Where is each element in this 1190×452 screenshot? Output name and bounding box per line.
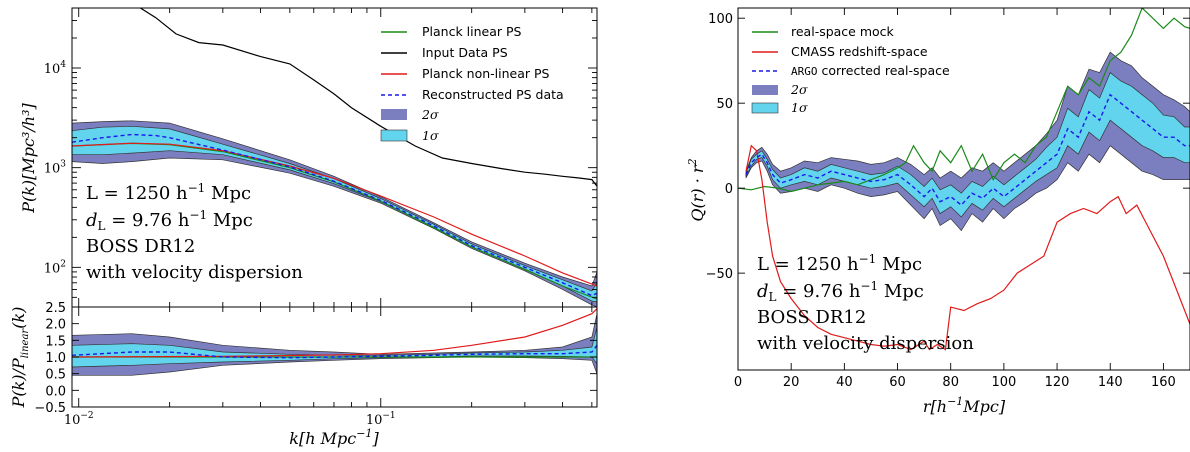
ratio-ytick-label: 1.0: [45, 351, 66, 366]
correlation-annotation: L = 1250 h−1 Mpc dL = 9.76 h−1 Mpc BOSS …: [757, 252, 974, 354]
power-spectrum-annotation: L = 1250 h−1 Mpc dL = 9.76 h−1 Mpc BOSS …: [86, 181, 303, 283]
annotation-survey-right: BOSS DR12: [757, 307, 866, 328]
legend-swatch-1sigma: [380, 129, 408, 142]
k-xtick-label: 10−2: [64, 411, 94, 428]
legend-label-input: Input Data PS: [422, 45, 508, 60]
annotation-resolution-right: dL = 9.76 h−1 Mpc: [757, 279, 924, 304]
corr-band-one-sigma: [745, 72, 1190, 218]
r-xtick-label: 20: [783, 375, 800, 390]
k-xtick-label: 10−1: [366, 411, 396, 428]
ratio-series-planck-non-linear-ps: [72, 308, 597, 358]
ratio-ytick-label: 1.5: [45, 334, 66, 349]
correlation-ticks: 0 20 40 60 80 100 120 140 160 −50 0 50 100: [706, 8, 1190, 390]
annotation-survey: BOSS DR12: [86, 236, 195, 257]
ratio-band-one-sigma: [72, 326, 597, 368]
correlation-plot-area: [738, 8, 1190, 351]
power-spectrum-plot-area: [72, 8, 597, 307]
ratio-panel: −0.5 0.00.5 1.0 1.52.0 2.5 10−2 10−1 P(k)/Plin…: [9, 301, 598, 448]
q-ytick-label: 50: [716, 97, 733, 112]
r-xtick-label: 60: [889, 375, 906, 390]
correlation-y-label: Q(r) · r2: [686, 158, 707, 221]
q-ytick-label: −50: [706, 267, 733, 282]
r-axis-label: r[h−1Mpc]: [923, 395, 1006, 416]
legend-label-1sigma: 1σ: [422, 128, 439, 143]
legend-swatch-1sigma-right: [751, 102, 779, 114]
ps-series-input-data-ps: [140, 8, 597, 187]
annotation-dispersion-right: with velocity dispersion: [757, 333, 974, 354]
legend-swatch-2sigma-right: [752, 85, 778, 95]
r-xtick-label: 100: [991, 375, 1016, 390]
ps-ytick-label: 103: [44, 160, 67, 177]
power-spectrum-panel: 102 103 104 Planck linear PS Input Data PS…: [19, 7, 598, 308]
legend-label-2sigma: 2σ: [421, 107, 439, 122]
r-xtick-label: 0: [734, 375, 742, 390]
q-ytick-label: 0: [725, 182, 733, 197]
r-xtick-label: 140: [1098, 375, 1123, 390]
ratio-ytick-label: 0.5: [45, 368, 66, 383]
legend-swatch-2sigma: [381, 109, 407, 120]
ratio-y-label: P(k)/Plinear(k): [9, 307, 31, 409]
annotation-resolution: dL = 9.76 h−1 Mpc: [86, 208, 253, 233]
ps-ytick-label: 102: [44, 259, 66, 276]
correlation-frame: [737, 7, 1190, 371]
r-xtick-label: 160: [1151, 375, 1176, 390]
ps-series-reconstructed-ps-data: [72, 133, 597, 297]
q-ytick-label: 100: [708, 12, 733, 27]
correlation-panel: 0 20 40 60 80 100 120 140 160 −50 0 50 100 real-spac…: [686, 7, 1190, 416]
legend-label-nonlinear: Planck non-linear PS: [422, 66, 550, 81]
annotation-dispersion: with velocity dispersion: [86, 262, 303, 283]
legend-label-argo: ARGO corrected real-space: [791, 63, 950, 78]
r-xtick-label: 120: [1045, 375, 1070, 390]
r-xtick-label: 40: [836, 375, 853, 390]
corr-series-real-space-mock: [738, 8, 1190, 193]
power-spectrum-y-ticks: 102 103 104: [44, 8, 597, 307]
legend-label-linear: Planck linear PS: [422, 24, 522, 39]
legend-label-recon: Reconstructed PS data: [422, 87, 564, 102]
annotation-box-size: L = 1250 h−1 Mpc: [86, 181, 251, 204]
legend-label-1sigma-right: 1σ: [791, 100, 808, 115]
legend-label-cmass: CMASS redshift-space: [791, 44, 928, 59]
corr-series-cmass-redshift-space: [745, 144, 1190, 351]
ratio-plot-area: [72, 308, 597, 376]
ps-series-planck-non-linear-ps: [72, 142, 597, 287]
ps-ytick-label: 104: [44, 60, 67, 77]
ratio-series-reconstructed-ps-data: [72, 344, 597, 359]
annotation-box-size-right: L = 1250 h−1 Mpc: [757, 252, 922, 275]
power-spectrum-y-label: P(k)[Mpc³/h³]: [19, 102, 38, 213]
ratio-ytick-label: 2.5: [45, 301, 66, 316]
r-xtick-label: 80: [942, 375, 959, 390]
ratio-ytick-label: 2.0: [45, 318, 66, 333]
correlation-legend: real-space mock CMASS redshift-space ARG…: [751, 24, 950, 115]
k-axis-label: k[h Mpc−1]: [289, 427, 379, 448]
legend-label-mock: real-space mock: [791, 24, 895, 39]
ratio-ytick-label: −0.5: [34, 401, 66, 416]
ratio-ytick-label: 0.0: [45, 384, 66, 399]
ratio-ticks: −0.5 0.00.5 1.0 1.52.0 2.5 10−2 10−1: [34, 301, 597, 428]
power-spectrum-legend: Planck linear PS Input Data PS Planck no…: [380, 24, 564, 143]
legend-label-2sigma-right: 2σ: [790, 82, 808, 97]
corr-band-two-sigma: [745, 51, 1190, 232]
